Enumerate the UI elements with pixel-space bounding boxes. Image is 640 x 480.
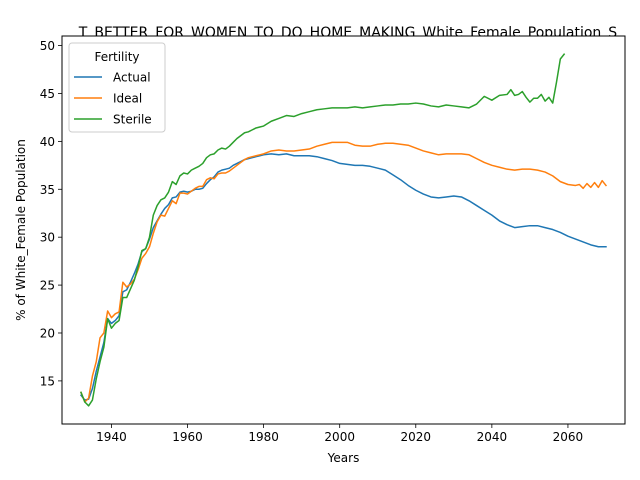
y-tick-label: 35 <box>40 183 55 197</box>
x-tick-label: 1940 <box>96 430 127 444</box>
legend-label-sterile: Sterile <box>113 113 152 127</box>
x-tick-label: 2000 <box>324 430 355 444</box>
y-tick-label: 30 <box>40 231 55 245</box>
y-tick-label: 50 <box>40 39 55 53</box>
x-tick-label: 1960 <box>172 430 203 444</box>
x-tick-label: 2020 <box>401 430 432 444</box>
x-tick-label: 2040 <box>477 430 508 444</box>
y-tick-label: 40 <box>40 135 55 149</box>
x-tick-label: 2060 <box>553 430 584 444</box>
y-axis-label: % of White_Female Population <box>14 139 28 321</box>
x-axis-label: Years <box>327 451 360 465</box>
legend-label-ideal: Ideal <box>113 92 142 106</box>
x-tick-label: 1980 <box>248 430 279 444</box>
legend: Fertility Actual Ideal Sterile <box>69 43 165 132</box>
y-tick-label: 25 <box>40 279 55 293</box>
y-tick-label: 15 <box>40 374 55 388</box>
y-tick-label: 20 <box>40 326 55 340</box>
legend-title: Fertility <box>94 50 139 64</box>
y-tick-label: 45 <box>40 87 55 101</box>
legend-label-actual: Actual <box>113 71 151 85</box>
